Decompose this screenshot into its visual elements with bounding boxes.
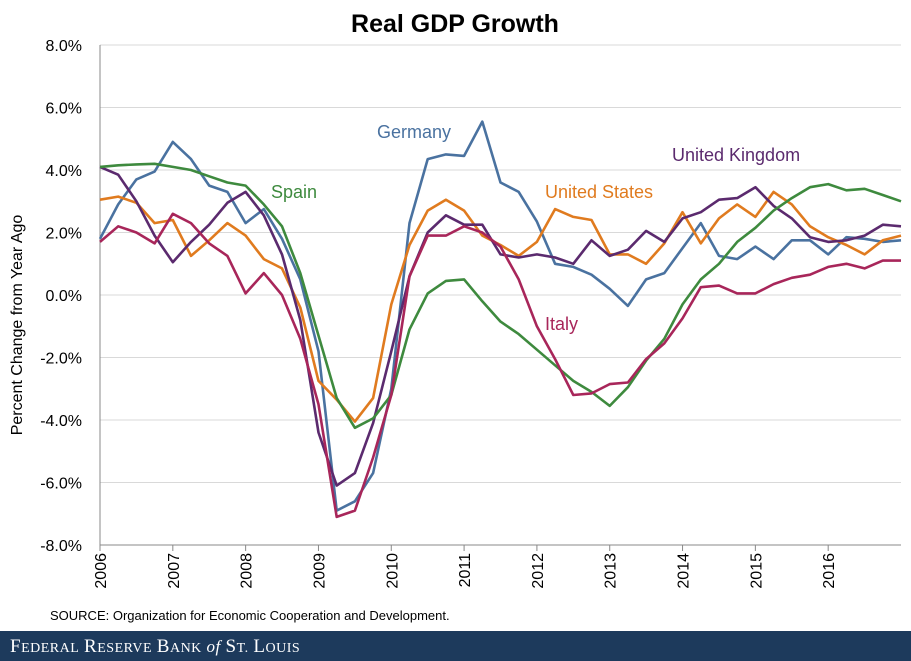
y-tick-label: 2.0% [46,226,82,243]
x-tick-label: 2011 [457,553,474,588]
series-line-united-kingdom [99,165,902,487]
axes: 8.0% 6.0% 4.0% 2.0% 0.0% -2.0% -4.0% -6.0% -8.0%… [40,38,901,589]
series-line-united-states [99,190,902,423]
y-tick-label: 0.0% [46,288,82,305]
series-line-germany [98,120,902,512]
series-label-italy: Italy [545,314,578,334]
x-tick-label: 2009 [311,553,328,589]
series-lines [98,120,902,519]
x-tick-label: 2007 [166,553,183,589]
y-tick-label: -6.0% [40,476,82,493]
gdp-growth-chart: Real GDP Growth 8.0% 6.0% 4.0% 2.0% 0.0% -2.0… [9,10,902,623]
y-tick-label: -2.0% [40,351,82,368]
series-line-italy [99,212,901,519]
y-tick-label: 4.0% [46,163,82,180]
x-tick-label: 2015 [748,553,765,589]
series-line-spain [99,162,902,430]
x-tick-label: 2014 [676,553,693,589]
series-label-united-states: United States [545,182,653,202]
x-tick-label: 2006 [93,553,110,589]
series-label-spain: Spain [271,182,317,202]
x-tick-label: 2010 [384,553,401,589]
x-tick-label: 2008 [239,553,256,589]
footer-bar: FEDERAL RESERVE BANK of ST. LOUIS [0,631,911,661]
source-note: SOURCE: Organization for Economic Cooper… [50,608,450,623]
y-axis-label: Percent Change from Year Ago [9,215,26,436]
series-label-united-kingdom: United Kingdom [672,145,800,165]
y-tick-label: -8.0% [40,538,82,555]
x-tick-label: 2013 [603,553,620,589]
series-labels: Germany United States United Kingdom Spain I… [271,122,800,334]
x-tick-label: 2012 [530,553,547,589]
x-tick-label: 2016 [821,553,838,589]
y-tick-label: 8.0% [46,38,82,55]
footer-brand: FEDERAL RESERVE BANK of ST. LOUIS [10,636,301,657]
chart-title: Real GDP Growth [351,10,559,38]
y-tick-label: 6.0% [46,101,82,118]
y-tick-label: -4.0% [40,413,82,430]
gridlines [100,44,901,483]
series-label-germany: Germany [377,122,451,142]
